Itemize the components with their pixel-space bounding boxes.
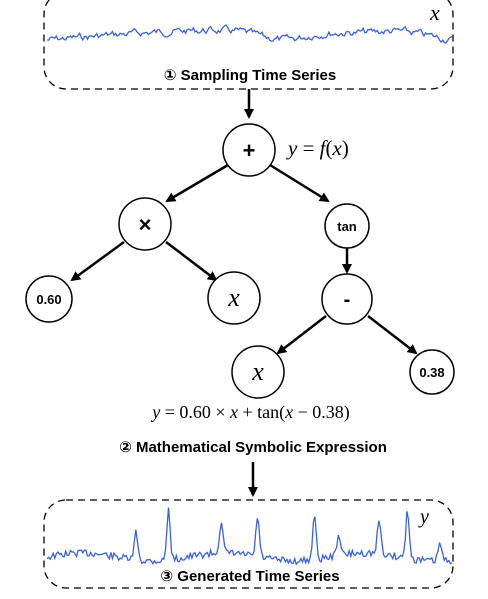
- output-panel-frame: [43, 499, 454, 589]
- node-mul-circle: [118, 197, 172, 251]
- expr-open-paren: (: [326, 136, 333, 160]
- edge-root-tan: [269, 163, 330, 203]
- node-x1: x: [207, 271, 261, 325]
- expr-close-paren: ): [342, 136, 349, 160]
- formula-plus: + tan(: [238, 402, 285, 423]
- tree-nodes: + × tan 0.60 x - x 0.38: [25, 123, 455, 399]
- node-const1: 0.60: [25, 275, 73, 323]
- formula-x: x: [229, 402, 238, 422]
- expression-caption: ② Mathematical Symbolic Expression: [119, 439, 387, 456]
- output-caption: ③ Generated Time Series: [160, 568, 339, 585]
- edge-mul-const1: [70, 240, 125, 282]
- node-const2-circle: [409, 349, 455, 395]
- node-x2-label: x: [251, 357, 264, 386]
- edge-sub-x2: [276, 315, 327, 355]
- input-panel: x ① Sampling Time Series: [43, 0, 454, 90]
- formula-eq: = 0.60 ×: [160, 402, 230, 422]
- node-sub-label: -: [344, 289, 351, 311]
- node-const1-circle: [25, 275, 73, 323]
- node-mul: ×: [118, 197, 172, 251]
- output-panel: y ③ Generated Time Series: [43, 499, 454, 589]
- input-panel-frame: [43, 0, 454, 90]
- expr-eq: =: [297, 136, 319, 160]
- node-tan: tan: [324, 203, 370, 249]
- formula-x2: x: [284, 402, 293, 422]
- edge-root-mul: [165, 163, 229, 203]
- node-tan-label: tan: [337, 219, 357, 234]
- node-x1-label: x: [227, 283, 240, 312]
- node-root-label: +: [243, 138, 256, 163]
- input-caption: ① Sampling Time Series: [164, 67, 337, 84]
- expression-header: y = f(x): [286, 136, 349, 160]
- output-series-line: [46, 507, 453, 566]
- node-const2: 0.38: [409, 349, 455, 395]
- expr-lhs: y: [286, 136, 298, 160]
- input-var-label: x: [429, 0, 440, 25]
- expr-fn: f: [320, 136, 329, 160]
- node-x1-circle: [207, 271, 261, 325]
- node-mul-label: ×: [139, 212, 152, 237]
- formula-tail: − 0.38): [293, 402, 350, 423]
- node-x2: x: [231, 345, 285, 399]
- edge-mul-x1: [165, 241, 218, 282]
- node-const1-label: 0.60: [36, 292, 61, 307]
- input-series-line: [46, 24, 453, 44]
- node-const2-label: 0.38: [419, 365, 444, 380]
- node-root: +: [222, 123, 276, 177]
- tree-edges: [70, 163, 418, 355]
- node-sub: -: [321, 273, 373, 325]
- formula-y: y: [150, 402, 160, 422]
- node-tan-circle: [324, 203, 370, 249]
- node-sub-circle: [321, 273, 373, 325]
- output-var-label: y: [418, 506, 429, 528]
- expr-arg: x: [332, 136, 343, 160]
- edge-sub-const2: [367, 315, 418, 355]
- node-x2-circle: [231, 345, 285, 399]
- formula: y = 0.60 × x + tan(x − 0.38): [150, 402, 350, 423]
- node-root-circle: [222, 123, 276, 177]
